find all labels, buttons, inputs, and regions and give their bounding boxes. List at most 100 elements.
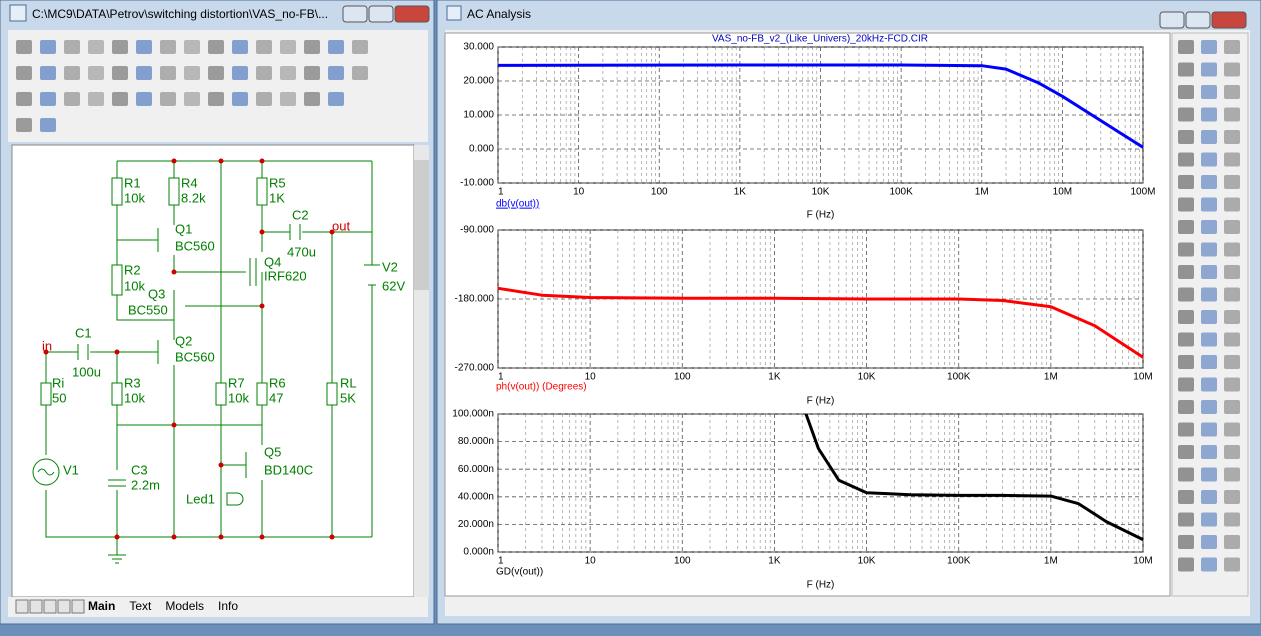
tool-button[interactable]	[1178, 287, 1194, 302]
tool-button[interactable]	[1224, 175, 1240, 189]
tool-button[interactable]	[352, 40, 368, 54]
tool-button[interactable]	[208, 66, 224, 80]
tool-button[interactable]	[1201, 242, 1217, 257]
tool-button[interactable]	[1178, 62, 1194, 77]
nav-button[interactable]	[29, 599, 43, 614]
tool-button[interactable]	[1224, 152, 1240, 167]
tool-button[interactable]	[232, 40, 248, 54]
tool-button[interactable]	[160, 66, 176, 80]
tool-button[interactable]	[1201, 422, 1217, 437]
tool-button[interactable]	[1178, 490, 1194, 504]
tool-button[interactable]	[1224, 512, 1240, 527]
tool-button[interactable]	[1201, 490, 1217, 504]
scroll-thumb[interactable]	[414, 160, 429, 290]
tool-button[interactable]	[1224, 287, 1240, 302]
sheet-tab[interactable]: Main	[88, 599, 115, 613]
tool-button[interactable]	[112, 92, 128, 106]
tool-button[interactable]	[1178, 377, 1194, 392]
tool-button[interactable]	[1201, 107, 1217, 122]
tool-button[interactable]	[1201, 175, 1217, 189]
tool-button[interactable]	[328, 40, 344, 54]
tool-button[interactable]	[40, 118, 56, 132]
tool-button[interactable]	[1178, 535, 1194, 549]
tool-button[interactable]	[1224, 355, 1240, 369]
tool-button[interactable]	[1178, 242, 1194, 257]
tool-button[interactable]	[40, 92, 56, 106]
tool-button[interactable]	[1201, 535, 1217, 549]
tool-button[interactable]	[1224, 85, 1240, 99]
tool-button[interactable]	[1201, 445, 1217, 459]
tool-button[interactable]	[1178, 152, 1194, 167]
tool-button[interactable]	[1178, 107, 1194, 122]
tool-button[interactable]	[232, 92, 248, 106]
tool-button[interactable]	[1201, 197, 1217, 212]
tool-button[interactable]	[256, 92, 272, 106]
nav-button[interactable]	[71, 599, 85, 614]
sheet-tab[interactable]: Text	[129, 599, 152, 613]
tool-button[interactable]	[1201, 512, 1217, 527]
tool-button[interactable]	[280, 92, 296, 106]
tool-button[interactable]	[1178, 220, 1194, 234]
tool-button[interactable]	[64, 40, 80, 54]
tool-button[interactable]	[136, 92, 152, 106]
tool-button[interactable]	[1201, 310, 1217, 324]
tool-button[interactable]	[1201, 355, 1217, 369]
tool-button[interactable]	[304, 40, 320, 54]
tool-button[interactable]	[1178, 310, 1194, 324]
tool-button[interactable]	[208, 40, 224, 54]
tool-button[interactable]	[1201, 377, 1217, 392]
tool-button[interactable]	[1224, 40, 1240, 54]
window-buttons[interactable]	[1159, 11, 1247, 29]
tool-button[interactable]	[352, 66, 368, 80]
tool-button[interactable]	[160, 92, 176, 106]
tool-button[interactable]	[1224, 535, 1240, 549]
tool-button[interactable]	[1178, 445, 1194, 459]
nav-button[interactable]	[57, 599, 71, 614]
tool-button[interactable]	[1224, 377, 1240, 392]
tool-button[interactable]	[1224, 422, 1240, 437]
tool-button[interactable]	[1178, 512, 1194, 527]
tool-button[interactable]	[1201, 287, 1217, 302]
tool-button[interactable]	[136, 40, 152, 54]
tool-button[interactable]	[16, 92, 32, 106]
tool-button[interactable]	[1178, 175, 1194, 189]
tool-button[interactable]	[208, 92, 224, 106]
tool-button[interactable]	[1178, 130, 1194, 144]
tool-button[interactable]	[1201, 130, 1217, 144]
tool-button[interactable]	[184, 40, 200, 54]
tool-button[interactable]	[1201, 85, 1217, 99]
tool-button[interactable]	[16, 40, 32, 54]
tool-button[interactable]	[1224, 400, 1240, 414]
tool-button[interactable]	[304, 92, 320, 106]
tool-button[interactable]	[184, 92, 200, 106]
tool-button[interactable]	[16, 66, 32, 80]
tool-button[interactable]	[1224, 445, 1240, 459]
tool-button[interactable]	[1224, 265, 1240, 279]
tool-button[interactable]	[1224, 107, 1240, 122]
tool-button[interactable]	[136, 66, 152, 80]
tool-button[interactable]	[1224, 130, 1240, 144]
tool-button[interactable]	[112, 40, 128, 54]
tool-button[interactable]	[1201, 40, 1217, 54]
tool-button[interactable]	[88, 66, 104, 80]
tool-button[interactable]	[160, 40, 176, 54]
tool-button[interactable]	[1224, 220, 1240, 234]
tool-button[interactable]	[1178, 557, 1194, 572]
tool-button[interactable]	[1201, 400, 1217, 414]
tool-button[interactable]	[184, 66, 200, 80]
tool-button[interactable]	[88, 92, 104, 106]
tool-button[interactable]	[328, 92, 344, 106]
tool-button[interactable]	[1224, 310, 1240, 324]
tool-button[interactable]	[1201, 557, 1217, 572]
tool-button[interactable]	[1224, 242, 1240, 257]
tool-button[interactable]	[328, 66, 344, 80]
tool-button[interactable]	[40, 66, 56, 80]
tool-button[interactable]	[1201, 152, 1217, 167]
nav-button[interactable]	[15, 599, 29, 614]
tool-button[interactable]	[304, 66, 320, 80]
tool-button[interactable]	[232, 66, 248, 80]
tool-button[interactable]	[40, 40, 56, 54]
nav-button[interactable]	[43, 599, 57, 614]
tool-button[interactable]	[1224, 490, 1240, 504]
tool-button[interactable]	[1201, 62, 1217, 77]
